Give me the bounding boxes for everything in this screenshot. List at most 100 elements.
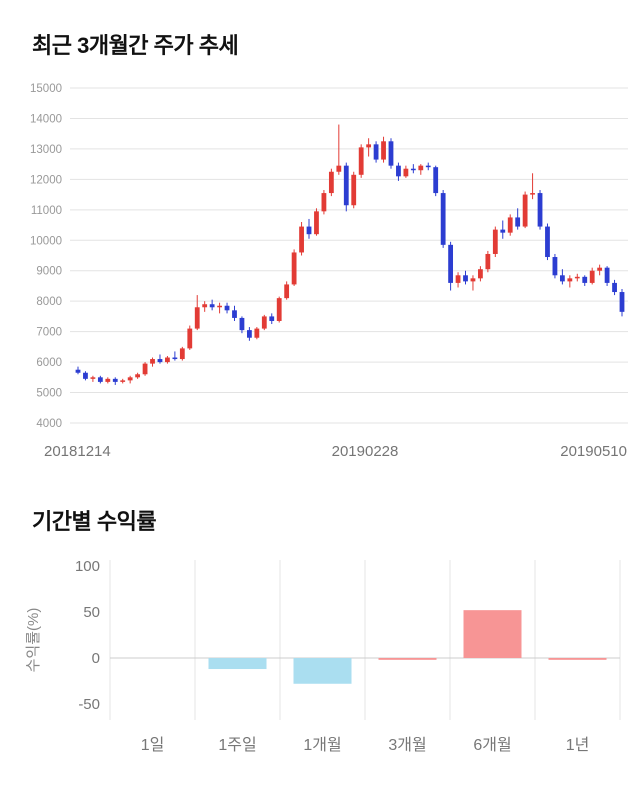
candle-body	[463, 275, 468, 282]
category-label: 1일	[141, 736, 165, 754]
category-label: 6개월	[473, 736, 511, 754]
price-candlestick-chart: 15000 14000 13000 12000 11000 10000 9000 8000 70…	[30, 83, 628, 460]
candle-body	[83, 372, 88, 379]
candle-body	[515, 217, 521, 227]
candle-body	[112, 378, 118, 382]
candle-body	[604, 267, 610, 283]
return-bar	[463, 610, 522, 658]
candle-body	[314, 211, 319, 235]
candle-body	[120, 380, 126, 382]
candle-body	[239, 317, 245, 331]
candle-body	[537, 193, 543, 227]
y-tick-label: 5000	[36, 388, 62, 400]
y-tick-label: 14000	[30, 113, 62, 125]
candle-body	[254, 328, 260, 338]
candle-body	[522, 194, 528, 227]
candle-body	[351, 174, 357, 206]
candle-body	[75, 369, 81, 373]
candle-body	[470, 278, 476, 282]
candle-body	[388, 141, 394, 166]
candle-body	[172, 357, 178, 360]
y-tick-label: 12000	[30, 174, 62, 186]
candle-body	[425, 165, 431, 168]
y-tick-label: 4000	[36, 418, 62, 430]
x-date-label: 20190228	[332, 443, 399, 460]
candle-body	[150, 359, 155, 364]
candle-body	[403, 168, 409, 177]
price-trend-title: 최근 3개월간 주가 추세	[32, 33, 239, 58]
category-label: 1주일	[218, 736, 256, 754]
candle-body	[574, 276, 580, 279]
candle-body	[142, 363, 148, 375]
candle-body	[224, 305, 230, 311]
candle-body	[373, 144, 379, 160]
candle-body	[440, 193, 446, 245]
y-tick-label: 6000	[36, 357, 62, 369]
period-returns-bar-chart: 100 50 0 -50 수익률(%) 1일 1주일 1개월 3개월 6개월 1년	[25, 558, 621, 754]
return-bar	[208, 658, 267, 670]
candle-body	[545, 226, 550, 258]
category-label: 1년	[566, 736, 590, 754]
candle-body	[127, 377, 133, 381]
candle-body	[619, 292, 625, 312]
candle-body	[97, 377, 103, 382]
candle-body	[448, 244, 454, 283]
candle-body	[366, 144, 372, 148]
return-bar	[378, 658, 437, 660]
y-tick-label: 10000	[30, 235, 62, 247]
y-tick-label: 100	[75, 558, 100, 575]
candle-body	[485, 253, 491, 270]
y-tick-label: 11000	[31, 205, 62, 217]
candle-body	[321, 193, 327, 212]
candle-body	[336, 165, 342, 172]
candle-body	[455, 275, 461, 283]
candle-body	[179, 348, 185, 360]
candle-body	[492, 229, 498, 254]
candle-body	[530, 193, 535, 195]
y-tick-label: 8000	[36, 296, 62, 308]
candle-body	[261, 316, 267, 329]
candle-body	[328, 171, 334, 194]
candle-body	[306, 226, 312, 235]
candle-body	[194, 307, 200, 329]
candle-body	[396, 165, 401, 177]
candle-body	[187, 328, 193, 349]
candle-body	[105, 378, 111, 382]
y-tick-label: 9000	[36, 266, 62, 278]
return-bar	[293, 658, 352, 684]
candle-body	[157, 359, 163, 363]
candle-body	[612, 282, 617, 293]
y-tick-label: 0	[92, 650, 100, 667]
category-label: 1개월	[303, 736, 341, 754]
candle-body	[597, 267, 603, 271]
candle-body	[507, 217, 513, 233]
candle-body	[343, 165, 349, 206]
y-tick-label: -50	[78, 696, 100, 713]
category-label: 3개월	[388, 736, 426, 754]
candle-body	[209, 304, 215, 308]
candle-body	[284, 284, 290, 299]
candle-body	[418, 165, 424, 171]
candle-body	[559, 275, 565, 282]
candle-body	[552, 257, 558, 276]
return-bar	[548, 658, 607, 660]
candle-body	[90, 377, 96, 379]
y-tick-label: 50	[83, 604, 100, 621]
returns-title: 기간별 수익률	[32, 509, 157, 534]
y-tick-label: 13000	[30, 144, 62, 156]
candle-body	[291, 252, 297, 285]
candle-body	[589, 270, 595, 283]
candle-body	[276, 298, 282, 321]
candle-body	[582, 276, 588, 283]
candle-body	[567, 278, 573, 282]
candle-body	[358, 147, 364, 175]
candle-body	[217, 305, 222, 308]
candle-body	[246, 330, 252, 338]
candle-body	[478, 269, 483, 279]
candle-body	[232, 310, 237, 318]
candle-body	[433, 167, 439, 194]
x-date-label: 20190510	[560, 443, 627, 460]
candle-body	[299, 226, 304, 253]
y-tick-label: 7000	[36, 327, 62, 339]
